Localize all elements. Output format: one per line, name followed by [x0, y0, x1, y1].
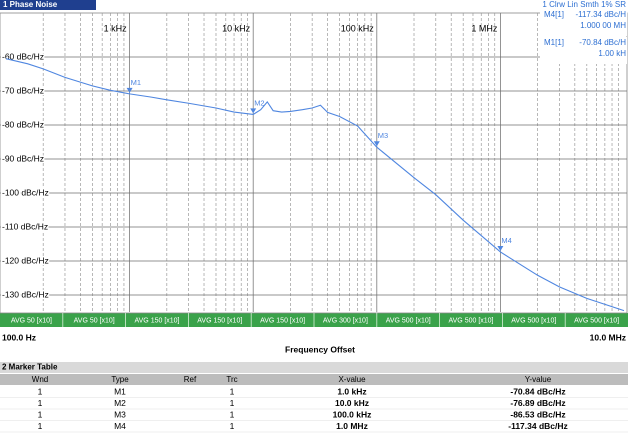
column-header: Trc	[226, 375, 237, 384]
marker-label: M1	[131, 78, 141, 87]
readout-value: -70.84 dBc/H	[579, 38, 626, 47]
readout-position: 1.000 00 MH	[580, 21, 626, 30]
table-cell: 1	[38, 398, 43, 408]
table-cell: 1	[38, 421, 43, 431]
window-title: 1 Phase Noise	[3, 0, 58, 9]
table-cell: M4	[114, 421, 126, 431]
table-cell: M3	[114, 409, 126, 419]
avg-label: AVG 150 [x10]	[134, 317, 179, 324]
x-tick-label: 10 kHz	[222, 23, 251, 33]
avg-label: AVG 150 [x10]	[260, 317, 305, 324]
table-header-bg	[0, 374, 628, 385]
marker-label: M3	[378, 131, 388, 140]
table-cell: 1.0 MHz	[336, 421, 368, 431]
readout-position: 1.00 kH	[598, 49, 626, 58]
readout-label: M1[1]	[544, 38, 564, 47]
y-tick-label: -100 dBc/Hz	[2, 187, 49, 197]
x-axis-label: Frequency Offset	[285, 344, 355, 354]
lower-panel: 100.0 Hz 10.0 MHz Frequency Offset 2 Marker…	[0, 332, 628, 433]
readout-bg	[540, 9, 627, 36]
table-cell: 1	[230, 409, 235, 419]
readout-bg	[540, 37, 627, 64]
column-header: Wnd	[32, 375, 48, 384]
readout-label: M4[1]	[544, 10, 564, 19]
table-cell: 10.0 kHz	[335, 398, 369, 408]
marker	[373, 141, 380, 147]
marker	[250, 108, 257, 114]
marker-label: M2	[254, 98, 264, 107]
avg-label: AVG 50 [x10]	[74, 317, 115, 324]
trace-info: 1 Clrw Lin Smth 1% SR	[542, 0, 626, 9]
x-tick-label: 1 MHz	[471, 23, 498, 33]
y-tick-label: -80 dBc/Hz	[2, 119, 44, 129]
table-cell: 1	[230, 421, 235, 431]
table-cell: -117.34 dBc/Hz	[508, 421, 568, 431]
table-cell: 1	[38, 409, 43, 419]
column-header: Type	[111, 375, 129, 384]
readout-value: -117.34 dBc/H	[575, 10, 626, 19]
avg-label: AVG 300 [x10]	[323, 317, 368, 324]
avg-label: AVG 500 [x10]	[574, 317, 619, 324]
table-cell: 1	[230, 398, 235, 408]
table-cell: 1	[230, 386, 235, 396]
table-cell: M1	[114, 386, 126, 396]
window-tab	[0, 0, 96, 10]
avg-label: AVG 500 [x10]	[448, 317, 493, 324]
column-header: Y-value	[525, 375, 552, 384]
avg-label: AVG 50 [x10]	[11, 317, 52, 324]
y-tick-label: -110 dBc/Hz	[2, 221, 48, 231]
trace	[5, 58, 625, 312]
marker	[497, 245, 504, 251]
table-title-bar	[0, 362, 628, 373]
table-cell: 1	[38, 386, 43, 396]
stop-label: 10.0 MHz	[590, 332, 626, 342]
y-tick-label: -130 dBc/Hz	[2, 289, 49, 299]
table-cell: 1.0 kHz	[337, 386, 366, 396]
column-header: X-value	[338, 375, 366, 384]
table-cell: -70.84 dBc/Hz	[510, 386, 565, 396]
table-cell: -86.53 dBc/Hz	[510, 409, 565, 419]
y-tick-label: -70 dBc/Hz	[2, 85, 44, 95]
table-cell: M2	[114, 398, 126, 408]
table-cell: -76.89 dBc/Hz	[510, 398, 565, 408]
x-tick-label: 100 kHz	[341, 23, 375, 33]
avg-label: AVG 500 [x10]	[511, 317, 556, 324]
avg-label: AVG 500 [x10]	[386, 317, 431, 324]
marker-label: M4	[501, 236, 511, 245]
avg-label: AVG 150 [x10]	[197, 317, 242, 324]
y-tick-label: -90 dBc/Hz	[2, 153, 44, 163]
x-tick-label: 1 kHz	[104, 23, 128, 33]
marker	[126, 87, 133, 93]
start-label: 100.0 Hz	[2, 332, 36, 342]
table-title: 2 Marker Table	[2, 363, 58, 372]
table-cell: 100.0 kHz	[333, 409, 372, 419]
column-header: Ref	[184, 375, 197, 384]
plot-frame	[0, 12, 628, 314]
y-tick-label: -120 dBc/Hz	[2, 255, 49, 265]
